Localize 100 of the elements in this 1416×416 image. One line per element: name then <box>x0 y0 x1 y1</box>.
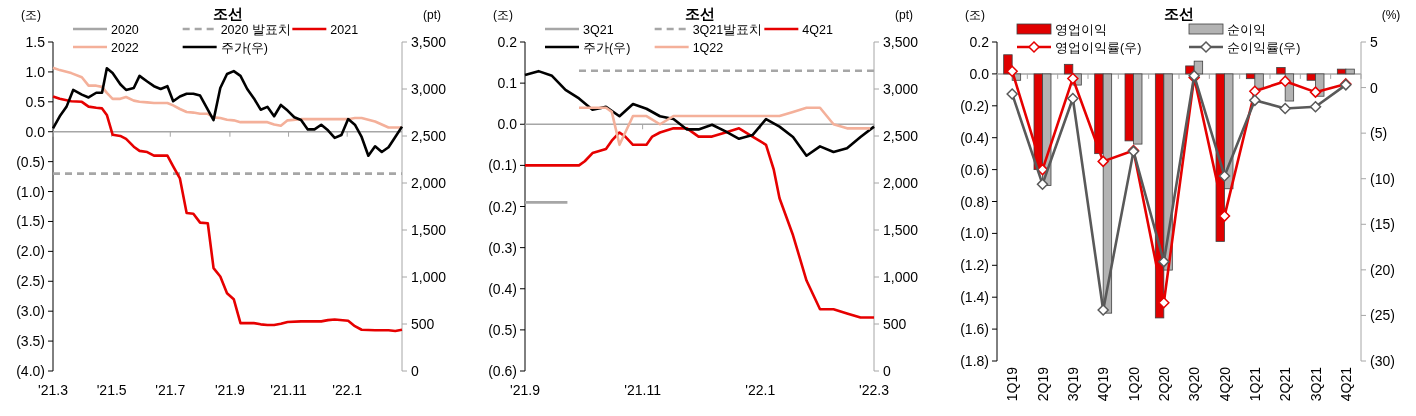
y-tick-label: 0.0 <box>25 123 46 140</box>
y2-tick-label: 1,000 <box>411 269 447 285</box>
legend-label: 2020 발표치 <box>220 22 291 37</box>
x-tick-label: '21.11 <box>270 382 308 398</box>
x-tick-label: 4Q21 <box>1337 366 1354 402</box>
y-tick-label: 0.2 <box>497 34 518 50</box>
y2-tick-label: 3,000 <box>883 81 919 97</box>
legend-label: 주가(우) <box>220 40 268 55</box>
y2-tick-label: (15) <box>1370 216 1395 233</box>
y-tick-label: (0.2) <box>488 198 517 215</box>
y-tick-label: (0.4) <box>488 280 517 297</box>
x-tick-label: 1Q21 <box>1246 366 1263 402</box>
legend-label: 2022 <box>111 40 139 55</box>
y-tick-label: (0.1) <box>488 157 517 174</box>
y2-tick-label: 5 <box>1370 34 1378 50</box>
x-tick-label: '22.3 <box>859 382 890 398</box>
legend-label: 4Q21 <box>802 22 833 37</box>
x-tick-label: 4Q20 <box>1216 366 1233 402</box>
x-tick-label: 1Q20 <box>1125 366 1142 402</box>
y2-tick-label: 0 <box>883 363 891 379</box>
y-tick-label: 0.5 <box>25 93 46 110</box>
y-axis-title: (조) <box>493 8 513 22</box>
x-tick-label: '21.9 <box>214 382 246 398</box>
y-tick-label: (0.6) <box>960 161 989 178</box>
y-tick-label: (3.5) <box>16 333 45 350</box>
legend-label: 1Q22 <box>692 40 724 55</box>
y2-tick-label: 0 <box>411 363 419 379</box>
y-tick-label: (0.5) <box>488 321 517 338</box>
y-tick-label: (1.2) <box>960 257 989 274</box>
y-tick-label: (0.3) <box>488 239 517 256</box>
chart-title: 조선 <box>1164 5 1194 22</box>
y-tick-label: (1.4) <box>960 289 989 306</box>
y-tick-label: (2.0) <box>16 243 45 260</box>
x-tick-label: '21.5 <box>96 382 127 398</box>
y2-axis-title: (pt) <box>423 8 441 22</box>
y2-tick-label: 1,000 <box>883 269 919 285</box>
y-axis-title: (조) <box>21 8 41 22</box>
y2-tick-label: 500 <box>883 316 907 332</box>
x-tick-label: '21.11 <box>624 382 662 398</box>
y-tick-label: (1.0) <box>960 225 989 242</box>
x-tick-label: '22.1 <box>745 382 776 398</box>
y2-tick-label: 3,000 <box>411 81 447 97</box>
y2-tick-label: (25) <box>1370 307 1395 324</box>
y2-tick-label: 2,500 <box>411 128 447 144</box>
y-tick-label: 0.0 <box>497 116 518 133</box>
x-tick-label: 3Q21 <box>1307 366 1324 402</box>
y2-tick-label: 1,500 <box>883 222 919 238</box>
x-tick-label: 2Q21 <box>1277 366 1294 402</box>
legend-label: 3Q21발표치 <box>692 22 763 37</box>
y-tick-label: 0.2 <box>969 34 990 50</box>
x-tick-label: 3Q19 <box>1064 366 1081 402</box>
x-tick-label: '21.9 <box>510 382 541 398</box>
y2-tick-label: (20) <box>1370 261 1395 278</box>
chart-title: 조선 <box>684 5 715 22</box>
y2-tick-label: 0 <box>1370 79 1378 96</box>
y-tick-label: 0.0 <box>969 65 990 82</box>
y-tick-label: (1.0) <box>16 183 45 200</box>
legend-label: 2021 <box>330 22 359 37</box>
y-tick-label: (0.4) <box>960 129 989 146</box>
y-tick-label: 0.1 <box>497 75 518 92</box>
y-tick-label: (3.0) <box>16 303 45 320</box>
chart-title: 조선 <box>212 5 243 22</box>
y2-tick-label: 3,500 <box>411 34 447 50</box>
y2-axis-title: (pt) <box>895 8 913 22</box>
x-tick-label: 2Q19 <box>1034 366 1051 402</box>
y-tick-label: (0.5) <box>16 153 45 170</box>
y-tick-label: (2.5) <box>16 273 45 290</box>
x-tick-label: '22.1 <box>332 382 363 398</box>
x-tick-label: '21.3 <box>38 382 69 398</box>
x-tick-label: 4Q19 <box>1095 366 1112 402</box>
y-tick-label: 1.0 <box>25 63 46 80</box>
x-tick-label: 3Q20 <box>1186 366 1203 402</box>
legend-label: 영업이익 <box>1055 22 1107 37</box>
y-tick-label: (0.6) <box>488 363 517 379</box>
x-tick-label: 2Q20 <box>1155 366 1172 402</box>
y-tick-label: (0.8) <box>960 193 989 210</box>
y2-tick-label: 3,500 <box>883 34 919 50</box>
y-tick-label: 1.5 <box>25 34 46 50</box>
y2-tick-label: 2,000 <box>411 175 447 191</box>
y2-tick-label: 500 <box>411 316 435 332</box>
y2-tick-label: 1,500 <box>411 222 447 238</box>
y-tick-label: (1.8) <box>960 353 989 369</box>
legend-label: 순이익률(우) <box>1227 40 1301 55</box>
y2-tick-label: (30) <box>1370 353 1395 369</box>
y-tick-label: (1.6) <box>960 321 989 338</box>
legend-label: 3Q21 <box>583 22 614 37</box>
y-tick-label: (0.2) <box>960 97 989 114</box>
legend-label: 순이익 <box>1227 22 1266 37</box>
x-tick-label: 1Q19 <box>1004 366 1021 402</box>
y-axis-title: (조) <box>965 8 985 22</box>
x-tick-label: '21.7 <box>155 382 186 398</box>
y-tick-label: (4.0) <box>16 363 45 379</box>
y2-axis-title: (%) <box>1381 8 1401 22</box>
y2-tick-label: 2,500 <box>883 128 919 144</box>
legend-label: 주가(우) <box>583 40 631 55</box>
legend-label: 2020 <box>111 22 139 37</box>
legend-label: 영업이익률(우) <box>1055 40 1142 55</box>
y2-tick-label: (5) <box>1370 125 1388 142</box>
y-tick-label: (1.5) <box>16 213 45 230</box>
y2-tick-label: (10) <box>1370 170 1395 187</box>
